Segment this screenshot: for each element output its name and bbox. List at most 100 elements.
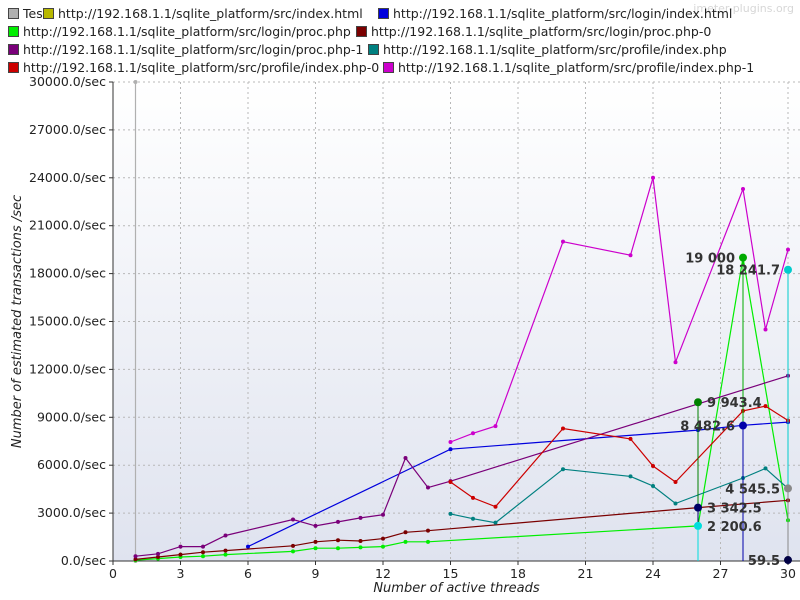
data-point (493, 520, 498, 525)
legend-swatch (378, 8, 389, 19)
watermark: jmeter-plugins.org (693, 2, 794, 15)
data-point (133, 557, 138, 562)
data-point (651, 175, 655, 180)
legend-label: Test (23, 6, 48, 21)
legend-swatch (8, 26, 19, 37)
data-point (763, 327, 768, 332)
annotation-marker (694, 398, 702, 407)
data-point (471, 431, 475, 436)
annotation-label: 19 000 (685, 252, 735, 267)
data-point (313, 546, 318, 551)
data-point (313, 539, 318, 544)
data-point (403, 530, 408, 535)
data-point (403, 456, 408, 461)
x-tick-label: 12 (375, 566, 391, 581)
data-point (358, 539, 363, 544)
data-point (223, 552, 228, 557)
series-line-6 (450, 467, 789, 524)
data-point (156, 555, 160, 560)
data-point (471, 495, 475, 500)
data-point (426, 528, 430, 533)
legend-swatch (383, 62, 394, 73)
legend-label: http://192.168.1.1/sqlite_platform/src/p… (383, 42, 727, 57)
data-point (561, 239, 565, 244)
y-tick-label: 18000.0/sec (29, 266, 106, 281)
legend-label: http://192.168.1.1/sqlite_platform/src/l… (23, 24, 351, 39)
annotation-marker (784, 265, 792, 274)
data-point (156, 551, 160, 556)
x-tick-label: 0 (109, 566, 117, 581)
data-point (381, 536, 385, 541)
data-point (178, 544, 183, 549)
data-point (133, 554, 138, 559)
x-tick-label: 15 (443, 566, 459, 581)
y-tick-label: 0.0/sec (61, 553, 106, 568)
legend-label: http://192.168.1.1/sqlite_platform/src/l… (23, 42, 364, 57)
legend-label: http://192.168.1.1/sqlite_platform/src/p… (398, 60, 755, 75)
data-point (336, 538, 340, 543)
data-point (561, 426, 565, 431)
data-point (381, 512, 385, 517)
legend-label: http://192.168.1.1/sqlite_platform/src/p… (23, 60, 380, 75)
data-point (313, 523, 318, 528)
legend-label: http://192.168.1.1/sqlite_platform/src/l… (371, 24, 712, 39)
plot-area (113, 82, 800, 561)
legend-swatch (8, 8, 19, 19)
data-point (223, 533, 228, 538)
x-axis-title: Number of active threads (373, 581, 540, 596)
y-tick-label: 3000.0/sec (37, 505, 106, 520)
y-tick-label: 9000.0/sec (37, 409, 106, 424)
annotation-label: 2 200.6 (707, 520, 762, 535)
data-point (763, 466, 768, 471)
annotation-marker (694, 503, 702, 512)
data-point (493, 504, 498, 509)
series-line-5 (135, 375, 789, 557)
data-point (628, 474, 633, 479)
data-point (358, 515, 363, 520)
legend-swatch (8, 62, 19, 73)
annotation-label: 8 482.6 (680, 420, 735, 435)
data-point (651, 463, 655, 468)
legend-swatch (368, 44, 379, 55)
data-point (741, 186, 745, 191)
y-tick-label: 15000.0/sec (29, 314, 106, 329)
y-tick-label: 6000.0/sec (37, 457, 106, 472)
x-tick-label: 9 (312, 566, 320, 581)
annotation-marker (784, 556, 792, 565)
x-tick-label: 30 (780, 566, 796, 581)
data-point (673, 501, 678, 506)
legend: Test http://192.168.1.1/sqlite_platform/s… (0, 0, 800, 78)
data-point (381, 544, 385, 549)
y-tick-label: 30000.0/sec (29, 74, 106, 89)
data-point (673, 360, 678, 365)
data-point (471, 516, 475, 521)
y-tick-label: 24000.0/sec (29, 170, 106, 185)
x-tick-label: 27 (713, 566, 729, 581)
data-point (201, 554, 205, 559)
legend-swatch (8, 44, 19, 55)
data-point (448, 479, 453, 484)
data-point (426, 539, 430, 544)
annotation-label: 4 545.5 (725, 482, 780, 497)
data-point (201, 544, 205, 549)
data-point (201, 550, 205, 555)
data-point (651, 483, 655, 488)
y-axis-title: Number of estimated transactions /sec (10, 195, 25, 448)
data-point (358, 545, 363, 550)
data-point (291, 543, 295, 548)
data-point (336, 546, 340, 551)
series-line-7 (450, 405, 789, 508)
x-tick-label: 18 (510, 566, 526, 581)
data-point (133, 80, 138, 84)
legend-label: http://192.168.1.1/sqlite_platform/src/l… (393, 6, 733, 21)
legend-swatch (356, 26, 367, 37)
annotation-label: 9 943.4 (707, 396, 762, 411)
y-tick-label: 27000.0/sec (29, 122, 106, 137)
annotation-label: 3 342.5 (707, 502, 762, 517)
data-point (403, 539, 408, 544)
annotation-marker (739, 253, 747, 262)
x-tick-label: 6 (244, 566, 252, 581)
data-point (426, 485, 430, 490)
data-point (561, 467, 565, 472)
